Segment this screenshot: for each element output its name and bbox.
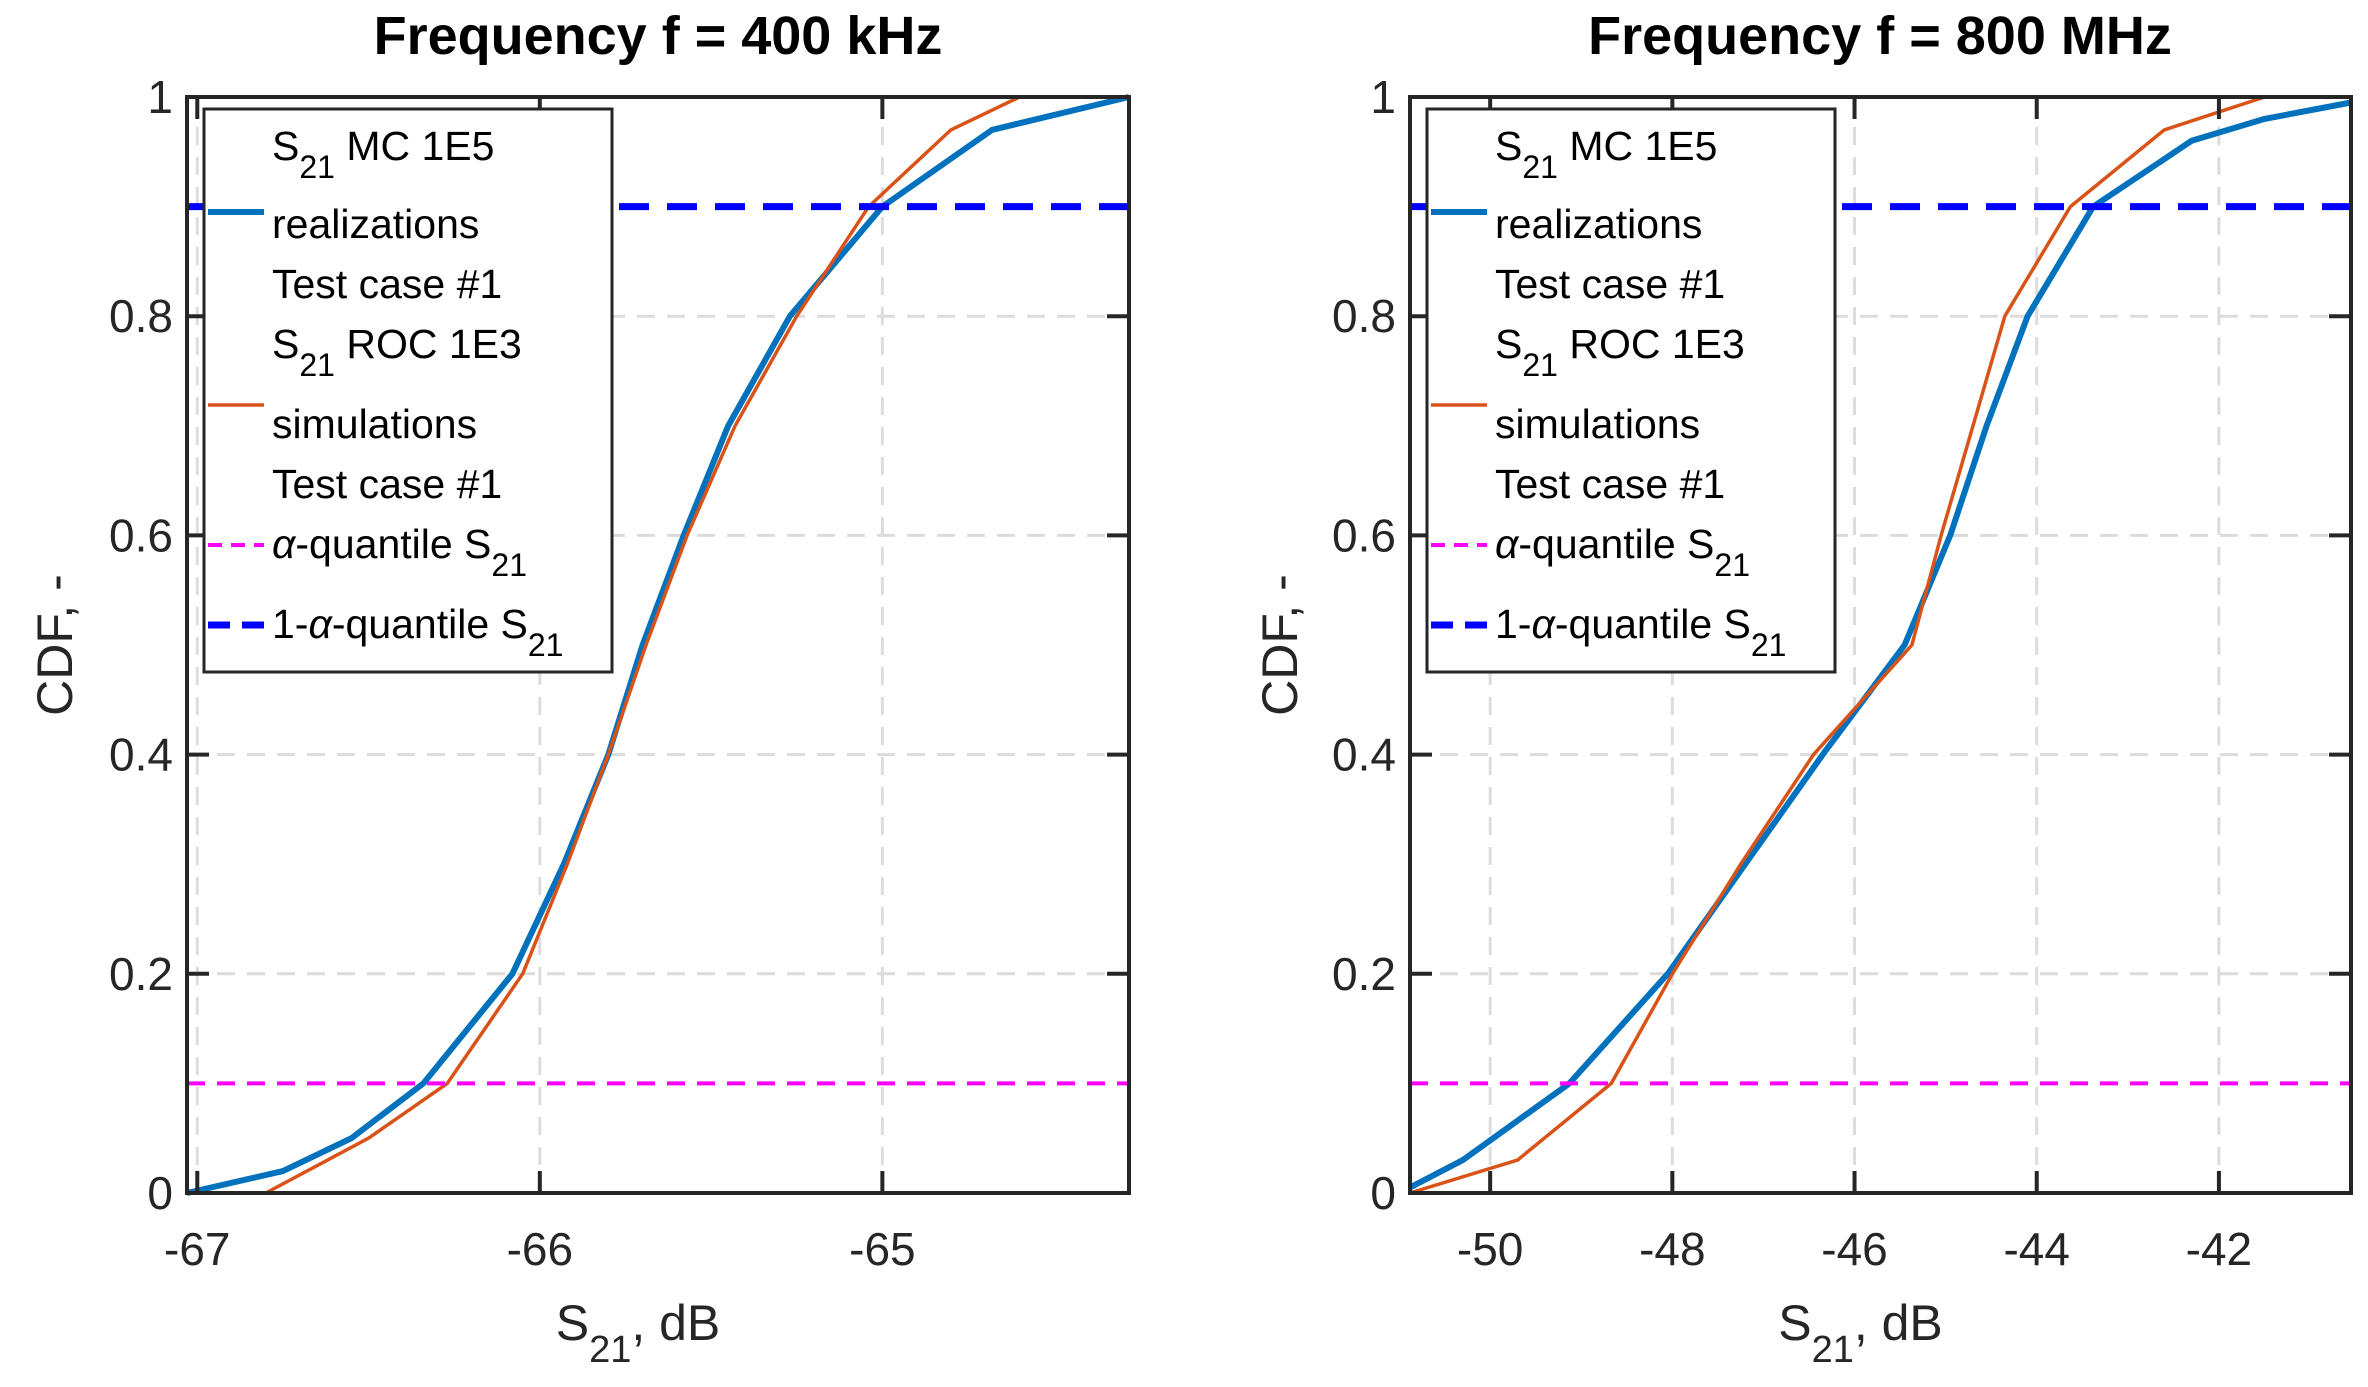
x-tick-label: -48 (1639, 1223, 1705, 1275)
legend-label-roc-part: 21 (1522, 347, 1558, 383)
legend-label-roc: S21 ROC 1E3 (1495, 321, 1745, 383)
legend-label-mc-line2: realizations (1495, 201, 1702, 247)
y-tick-label: 0.8 (109, 290, 173, 342)
legend-label-mc: S21 MC 1E5 (272, 123, 494, 185)
legend-label-roc-line3: Test case #1 (1495, 461, 1725, 507)
y-tick-label: 1 (147, 71, 173, 123)
x-axis-label-rest: , dB (631, 1295, 720, 1351)
legend-label-alpha-quantile-part: -quantile S (295, 521, 491, 567)
legend-label-one-minus-alpha-quantile-part: 21 (528, 627, 564, 663)
series-line-roc (187, 95, 1129, 1195)
y-tick-label: 0.2 (109, 948, 173, 1000)
x-tick-label: -67 (164, 1223, 230, 1275)
x-axis-label-rest: , dB (1854, 1295, 1943, 1351)
chart-panel-0: -67 -66 -65 0 0.2 0.4 0.6 0.8 1 Frequency f = 400… (27, 6, 1131, 1371)
legend-label-roc-part: ROC 1E3 (335, 321, 522, 367)
x-axis-label-main: S (556, 1295, 589, 1351)
x-axis-label-main: S (1778, 1295, 1811, 1351)
chart-title: Frequency f = 800 MHz (1588, 6, 2172, 66)
series-line-roc (1409, 95, 2351, 1195)
x-axis-label: S21, dB (556, 1295, 721, 1371)
x-tick-label: -65 (849, 1223, 915, 1275)
legend-label-roc-part: S (272, 321, 299, 367)
x-tick-label: -46 (1821, 1223, 1887, 1275)
legend-box (202, 107, 614, 674)
legend-label-mc: S21 MC 1E5 (1495, 123, 1717, 185)
chart-panel-1: -50 -48 -46 -44 -42 0 0.2 0.4 0.6 0.8 1 Frequency f… (1252, 6, 2353, 1371)
legend-label-mc-part: MC 1E5 (1558, 123, 1718, 169)
legend-label-mc-line2: realizations (272, 201, 479, 247)
y-tick-label: 0.4 (1332, 729, 1396, 781)
legend-label-alpha-quantile: α-quantile S21 (1495, 521, 1750, 583)
legend-label-one-minus-alpha-quantile-part: 1- (272, 601, 308, 647)
legend-label-alpha-quantile-part: 21 (1714, 547, 1750, 583)
legend-label-one-minus-alpha-quantile-part: 1- (1495, 601, 1531, 647)
legend-label-roc-line2: simulations (272, 401, 477, 447)
legend-label-alpha-quantile-part: α (272, 521, 297, 567)
axes-box (185, 95, 1131, 1195)
legend-label-one-minus-alpha-quantile-part: α (308, 601, 333, 647)
y-tick-label: 0.6 (109, 509, 173, 561)
legend-label-roc-part: ROC 1E3 (1558, 321, 1745, 367)
x-axis-label: S21, dB (1778, 1295, 1943, 1371)
legend-label-roc-line2: simulations (1495, 401, 1700, 447)
y-tick-label: 0.6 (1332, 509, 1396, 561)
y-tick-label: 1 (1370, 71, 1396, 123)
legend-label-one-minus-alpha-quantile-part: α (1531, 601, 1556, 647)
legend-label-roc: S21 ROC 1E3 (272, 321, 522, 383)
legend-label-one-minus-alpha-quantile: 1-α-quantile S21 (1495, 601, 1786, 663)
y-tick-label: 0 (147, 1167, 173, 1219)
legend-label-mc-part: 21 (1522, 149, 1558, 185)
legend-box (1425, 107, 1837, 674)
legend-label-mc-part: S (272, 123, 299, 169)
legend-label-alpha-quantile-part: -quantile S (1518, 521, 1714, 567)
legend-label-mc-line3: Test case #1 (1495, 261, 1725, 307)
legend-label-roc-line3: Test case #1 (272, 461, 502, 507)
legend-label-alpha-quantile-part: α (1495, 521, 1520, 567)
legend-label-alpha-quantile: α-quantile S21 (272, 521, 527, 583)
axes-box (1408, 95, 2353, 1195)
y-axis-label: CDF, - (27, 574, 83, 716)
x-tick-label: -50 (1457, 1223, 1523, 1275)
legend-label-mc-part: S (1495, 123, 1522, 169)
y-tick-label: 0.2 (1332, 948, 1396, 1000)
chart-title: Frequency f = 400 kHz (374, 6, 943, 66)
y-axis-label: CDF, - (1252, 574, 1308, 716)
legend-label-one-minus-alpha-quantile-part: -quantile S (332, 601, 528, 647)
y-tick-label: 0 (1370, 1167, 1396, 1219)
legend-label-roc-part: S (1495, 321, 1522, 367)
y-tick-label: 0.4 (109, 729, 173, 781)
x-axis-label-sub: 21 (589, 1329, 631, 1371)
legend-label-alpha-quantile-part: 21 (491, 547, 527, 583)
legend-label-one-minus-alpha-quantile-part: -quantile S (1555, 601, 1751, 647)
legend-label-roc-part: 21 (299, 347, 335, 383)
legend-label-one-minus-alpha-quantile: 1-α-quantile S21 (272, 601, 563, 663)
legend-label-mc-part: MC 1E5 (335, 123, 495, 169)
x-tick-label: -42 (2186, 1223, 2252, 1275)
legend-label-one-minus-alpha-quantile-part: 21 (1751, 627, 1787, 663)
y-tick-label: 0.8 (1332, 290, 1396, 342)
x-axis-label-sub: 21 (1812, 1329, 1854, 1371)
x-tick-label: -66 (507, 1223, 573, 1275)
legend-label-mc-line3: Test case #1 (272, 261, 502, 307)
x-tick-label: -44 (2003, 1223, 2069, 1275)
legend-label-mc-part: 21 (299, 149, 335, 185)
